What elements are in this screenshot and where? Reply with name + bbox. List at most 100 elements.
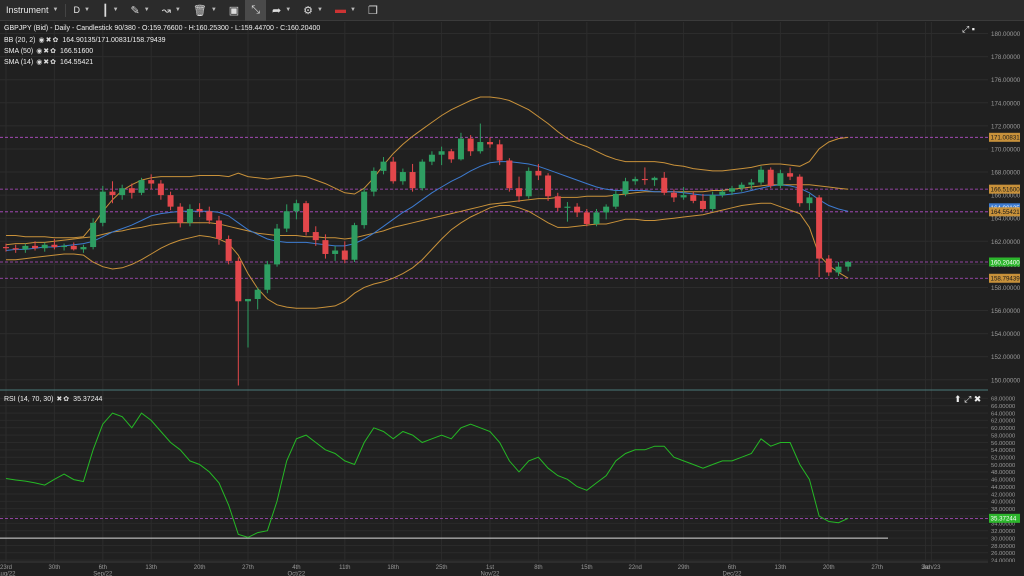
chart-type-button[interactable]: ┃ ▼ [96, 0, 125, 21]
candle-body [332, 250, 339, 254]
popout-icon: ❐ [367, 4, 378, 17]
sma-lines [5, 161, 849, 251]
drawing-tools-button[interactable]: ✎ ▼ [125, 0, 156, 21]
price-tag-box [989, 207, 1020, 217]
gear-icon[interactable]: ✿ [50, 59, 58, 66]
trash-icon: 🗑 [192, 4, 207, 17]
rsi-tick-label: 32.00000 [991, 529, 1015, 535]
candle-body [487, 142, 493, 145]
gear-icon[interactable]: ✿ [52, 37, 60, 44]
eye-icon[interactable]: ◉ [36, 59, 44, 66]
bollinger-bands [6, 96, 849, 309]
legend-sma14-label: SMA (14) [4, 58, 34, 66]
candle-body [583, 212, 590, 224]
close-icon[interactable]: ✖ [43, 48, 51, 55]
sma14-line [5, 161, 849, 251]
eye-icon[interactable]: ◉ [38, 37, 46, 44]
rsi-tick-label: 24.00000 [991, 558, 1015, 564]
time-tick-sublabel: Dec/22 [722, 572, 742, 576]
eye-icon[interactable]: ◉ [36, 48, 44, 55]
bollinger-lower-line [6, 202, 849, 309]
time-tick-label: 29th [678, 565, 690, 571]
candle-body [274, 228, 281, 265]
candle-body [428, 154, 435, 162]
rsi-tick-label: 56.00000 [991, 441, 1015, 447]
time-tick-label: 30th [49, 565, 61, 571]
legend-sma50-controls[interactable]: ◉✖✿ [36, 47, 57, 55]
candle-body [709, 195, 716, 209]
candle-body [506, 160, 513, 189]
layout-button[interactable]: ▣ [223, 0, 245, 21]
price-tick-label: 170.00000 [991, 146, 1021, 153]
price-tick-label: 180.00000 [991, 31, 1021, 38]
rsi-tick-label: 52.00000 [991, 455, 1015, 461]
resize-pane-icon[interactable]: ⤢ [962, 24, 970, 34]
legend-bb: BB (20, 2) ◉✖✿ 164.90135/171.00831/158.7… [4, 36, 166, 45]
price-tick-label: 156.00000 [991, 308, 1021, 315]
candle-body [467, 138, 474, 152]
time-tick-label: 25th [436, 565, 448, 571]
candle-body [787, 173, 794, 177]
chevron-down-icon: ▼ [210, 7, 217, 13]
candle-body [138, 180, 145, 193]
rsi-tag-label: 35.37244 [991, 516, 1017, 523]
rsi-tick-label: 26.00000 [991, 551, 1015, 557]
pane-menu-icon[interactable]: ▪ [971, 24, 975, 34]
close-icon[interactable]: ✖ [973, 394, 982, 404]
instrument-selector[interactable]: Instrument ▼ [0, 0, 64, 21]
close-icon[interactable]: ✖ [45, 37, 53, 44]
fullscreen-toggle-button[interactable]: ⤡ [245, 0, 266, 21]
layout-icon: ▣ [228, 4, 240, 17]
legend-rsi-controls[interactable]: ✖✿ [56, 395, 70, 403]
rsi-tick-label: 34.00000 [991, 522, 1015, 528]
rsi-line [5, 412, 849, 538]
candle-body [622, 181, 629, 194]
candle-body [516, 188, 523, 197]
share-button[interactable]: ➦ ▼ [266, 0, 297, 21]
candle-body [99, 191, 106, 223]
legend-sma14-controls[interactable]: ◉✖✿ [36, 58, 57, 66]
time-tick-label: 23rd [0, 565, 12, 571]
indicators-button[interactable]: ↝ ▼ [156, 0, 187, 21]
candle-body [448, 151, 455, 160]
time-tick-label: 27th [242, 565, 254, 571]
delete-button[interactable]: 🗑 ▼ [187, 0, 223, 21]
candle-body [351, 225, 358, 260]
price-tick-label: 174.00000 [991, 100, 1021, 107]
gear-icon[interactable]: ✿ [50, 48, 58, 55]
chevron-down-icon: ▼ [285, 7, 292, 13]
candle-body [61, 245, 68, 248]
gear-icon[interactable]: ✿ [63, 396, 71, 403]
candle-body [32, 245, 39, 249]
close-icon[interactable]: ✖ [56, 396, 64, 403]
legend-bb-controls[interactable]: ◉✖✿ [39, 36, 60, 44]
candle-body [845, 262, 852, 267]
settings-button[interactable]: ⚙ ▼ [297, 0, 329, 21]
candle-body [477, 142, 484, 152]
chevron-down-icon: ▼ [317, 7, 323, 13]
detach-window-button[interactable]: ❐ [362, 0, 384, 21]
chart-area[interactable]: 150.00000 152.00000 154.00000 156.00000 158.… [0, 22, 1024, 576]
price-tags: 171.00831166.51600164.90135164.55421160.… [989, 132, 1020, 283]
sma50-line [5, 184, 849, 246]
indicator-icon: ↝ [161, 4, 171, 17]
resize-pane-icon[interactable]: ⤢ [964, 394, 972, 404]
move-up-icon[interactable]: ⬆ [954, 394, 962, 404]
chevron-down-icon: ▼ [174, 7, 181, 13]
candle-body [457, 138, 464, 160]
price-tag-box [989, 132, 1020, 142]
main-pane-controls: ⤢ ▪ [962, 24, 975, 35]
candle-body [293, 203, 300, 212]
rsi-series [5, 412, 849, 538]
timeframe-selector[interactable]: D ▼ [67, 0, 95, 21]
time-tick-sublabel: Oct/22 [288, 572, 306, 576]
language-button[interactable]: ▬ ▼ [329, 0, 362, 21]
rsi-tick-label: 30.00000 [991, 536, 1015, 542]
time-tick-label: 13th [775, 565, 787, 571]
candle-body [699, 200, 706, 209]
candle-body [167, 195, 174, 207]
rsi-levels [0, 517, 988, 539]
price-tick-label: 166.00000 [991, 193, 1021, 200]
close-icon[interactable]: ✖ [43, 59, 51, 66]
price-tick-label: 162.00000 [991, 239, 1021, 246]
